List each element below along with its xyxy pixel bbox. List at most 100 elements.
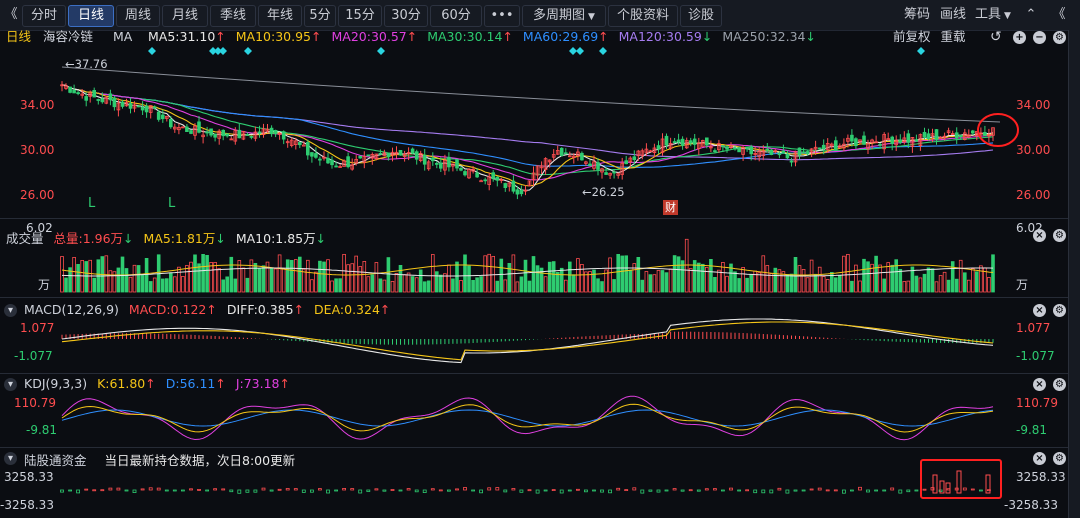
volume-bar — [447, 264, 451, 293]
candle-body — [817, 147, 822, 150]
candle-body — [406, 152, 411, 154]
tab-60min[interactable]: 60分 — [430, 5, 482, 27]
tab-monthly[interactable]: 月线 — [162, 5, 208, 27]
volume-bar — [866, 261, 870, 293]
ma5-line — [61, 84, 994, 191]
candle-body — [902, 137, 907, 143]
candle-body — [660, 138, 665, 153]
expand-right-icon[interactable]: 《 — [1052, 7, 1066, 22]
volume-bar — [942, 271, 947, 293]
tab-quarterly[interactable]: 季线 — [210, 5, 256, 27]
collapse-up-icon[interactable]: ⌃ — [1025, 7, 1037, 22]
financial-report-badge[interactable]: 财 — [663, 200, 678, 215]
northbound-bar — [398, 489, 403, 492]
tab-5min[interactable]: 5分 — [304, 5, 336, 27]
tab-15min[interactable]: 15分 — [338, 5, 382, 27]
volume-bar — [285, 259, 290, 293]
adjust-toggle[interactable]: 前复权 — [893, 29, 931, 44]
candle-body — [672, 141, 677, 144]
remove-icon[interactable]: − — [1033, 31, 1046, 44]
signal-marker-icon — [214, 47, 222, 55]
tab-daily[interactable]: 日线 — [68, 5, 114, 27]
volume-bar — [870, 263, 874, 293]
candle-body — [934, 129, 939, 141]
collapse-left-icon[interactable]: 《 — [4, 7, 18, 22]
add-icon[interactable]: + — [1013, 31, 1026, 44]
candle-body — [76, 92, 80, 94]
northbound-bar — [197, 488, 201, 491]
settings-icon[interactable]: ⚙ — [1053, 452, 1066, 465]
northbound-bar — [874, 489, 878, 492]
reload-button[interactable]: 重载 — [940, 29, 966, 44]
volume-bar — [269, 267, 274, 293]
candle-body — [745, 147, 749, 150]
remove-icon[interactable]: × — [1033, 304, 1046, 317]
candle-body — [608, 172, 612, 176]
tools-dropdown[interactable]: 工具 ▼ — [972, 5, 1014, 25]
tab-yearly[interactable]: 年线 — [258, 5, 302, 27]
candle-body — [918, 134, 923, 147]
tab-fenshi[interactable]: 分时 — [22, 5, 66, 27]
low-price-label: ←26.25 — [582, 185, 625, 199]
northbound-bar — [753, 489, 758, 494]
remove-icon[interactable]: × — [1033, 229, 1046, 242]
volume-ma10-arrow: ↓ — [315, 231, 327, 246]
volume-bar — [116, 267, 121, 293]
northbound-bar — [221, 488, 226, 491]
candle-body — [455, 159, 459, 169]
candle-body — [378, 152, 383, 155]
chips-button[interactable]: 筹码 — [903, 7, 930, 22]
remove-icon[interactable]: × — [1033, 452, 1046, 465]
volume-unit-left: 万 — [38, 278, 51, 292]
remove-icon[interactable]: × — [1033, 378, 1046, 391]
volume-bar — [749, 274, 753, 293]
candle-body — [354, 158, 358, 164]
settings-icon[interactable]: ⚙ — [1053, 378, 1066, 391]
tab-weekly[interactable]: 周线 — [116, 5, 160, 27]
macd-header: MACD(12,26,9) MACD:0.122↑ DIFF:0.385↑ DE… — [24, 302, 390, 317]
settings-icon[interactable]: ⚙ — [1053, 304, 1066, 317]
undo-icon[interactable]: ↺ — [990, 29, 1002, 45]
more-periods-button[interactable]: ••• — [484, 5, 520, 27]
candle-body — [120, 101, 125, 107]
candle-body — [769, 149, 774, 156]
volume-bar — [140, 273, 145, 293]
volume-bar — [334, 278, 338, 293]
candle-body — [430, 158, 435, 162]
candle-body — [310, 152, 314, 157]
tab-30min[interactable]: 30分 — [384, 5, 428, 27]
kdj-header: KDJ(9,3,3) K:61.80↑ D:56.11↑ J:73.18↑ — [24, 376, 290, 391]
candle-body — [906, 133, 911, 143]
settings-icon[interactable]: ⚙ — [1053, 229, 1066, 242]
candle-body — [559, 147, 564, 157]
stock-info-button[interactable]: 个股资料 — [608, 5, 678, 27]
multi-period-dropdown[interactable]: 多周期图 ▼ — [522, 5, 606, 27]
volume-bar — [414, 277, 419, 293]
candle-body — [293, 140, 298, 145]
volume-bar — [507, 262, 512, 293]
draw-line-button[interactable]: 画线 — [939, 7, 966, 22]
chevron-down-icon[interactable]: ▾ — [4, 304, 17, 317]
northbound-bar — [640, 489, 645, 494]
right-side-panel-edge[interactable] — [1068, 30, 1080, 518]
candle-body — [987, 134, 991, 137]
settings-icon[interactable]: ⚙ — [1053, 31, 1066, 44]
candle-body — [84, 96, 89, 101]
candle-body — [688, 140, 693, 144]
candle-body — [160, 114, 165, 120]
chevron-down-icon[interactable]: ▾ — [4, 378, 17, 391]
divider — [0, 373, 1080, 374]
candle-body — [600, 168, 604, 173]
ma120-arrow: ↓ — [701, 29, 713, 44]
northbound-bar — [600, 489, 604, 493]
chevron-down-icon[interactable]: ▾ — [4, 452, 17, 465]
kline-controls: 前复权 重载 — [893, 27, 966, 47]
volume-bar — [564, 279, 568, 293]
volume-bar — [273, 268, 278, 293]
candle-body — [749, 146, 753, 155]
candle-body — [326, 157, 330, 164]
volume-bar — [426, 280, 431, 293]
northbound-bar — [205, 489, 210, 492]
diagnose-button[interactable]: 诊股 — [680, 5, 722, 27]
